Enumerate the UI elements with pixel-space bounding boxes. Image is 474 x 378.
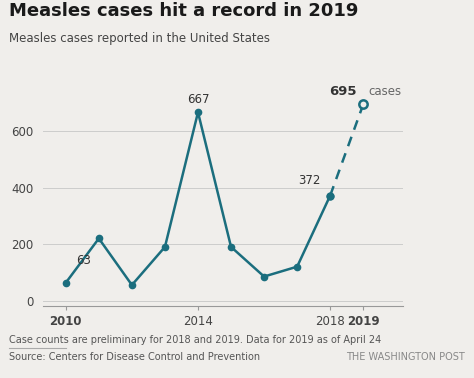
Text: 695: 695 xyxy=(329,85,356,98)
Text: Measles cases reported in the United States: Measles cases reported in the United Sta… xyxy=(9,32,271,45)
Text: Case counts are preliminary for 2018 and 2019. Data for 2019 as of April 24: Case counts are preliminary for 2018 and… xyxy=(9,335,382,344)
Text: THE WASHINGTON POST: THE WASHINGTON POST xyxy=(346,352,465,362)
Text: 63: 63 xyxy=(76,254,91,267)
Text: 372: 372 xyxy=(298,174,320,187)
Text: Measles cases hit a record in 2019: Measles cases hit a record in 2019 xyxy=(9,2,359,20)
Text: cases: cases xyxy=(368,85,401,98)
Text: 667: 667 xyxy=(187,93,209,106)
Text: Source: Centers for Disease Control and Prevention: Source: Centers for Disease Control and … xyxy=(9,352,261,362)
